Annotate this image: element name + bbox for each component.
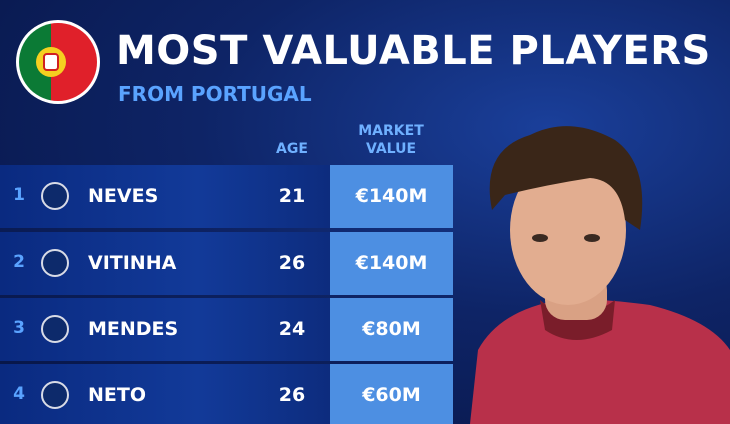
- player-name: NETO: [88, 384, 146, 406]
- age: 24: [278, 318, 306, 340]
- market-value: €140M: [355, 185, 428, 207]
- title: MOST VALUABLE PLAYERS: [116, 28, 711, 74]
- rank: 2: [13, 252, 25, 272]
- rank: 3: [13, 318, 25, 338]
- flag: [16, 20, 100, 104]
- subtitle: FROM PORTUGAL: [118, 82, 312, 106]
- rank: 4: [13, 384, 25, 404]
- column-header: AGE: [276, 141, 308, 157]
- player-name: VITINHA: [88, 252, 177, 274]
- value-cell-background: [330, 364, 453, 424]
- table-row: 1 NEVES 21 €140M: [0, 165, 455, 228]
- club-badge: [41, 381, 69, 409]
- table-row: 2 VITINHA 26 €140M: [0, 232, 455, 295]
- market-value: €60M: [362, 384, 421, 406]
- value-cell-background: [330, 165, 453, 228]
- rank: 1: [13, 185, 25, 205]
- table-row: 3 MENDES 24 €80M: [0, 298, 455, 361]
- age: 21: [278, 185, 306, 207]
- table-row: 4 NETO 26 €60M: [0, 364, 455, 424]
- value-cell-background: [330, 232, 453, 295]
- age: 26: [278, 252, 306, 274]
- value-cell-background: [330, 298, 453, 361]
- player-name: NEVES: [88, 185, 159, 207]
- club-badge: [41, 182, 69, 210]
- player-name: MENDES: [88, 318, 179, 340]
- club-badge: [41, 315, 69, 343]
- club-badge: [41, 249, 69, 277]
- age: 26: [278, 384, 306, 406]
- column-header: MARKET VALUE: [358, 123, 424, 157]
- player-photo: [470, 126, 730, 424]
- market-value: €80M: [362, 318, 421, 340]
- market-value: €140M: [355, 252, 428, 274]
